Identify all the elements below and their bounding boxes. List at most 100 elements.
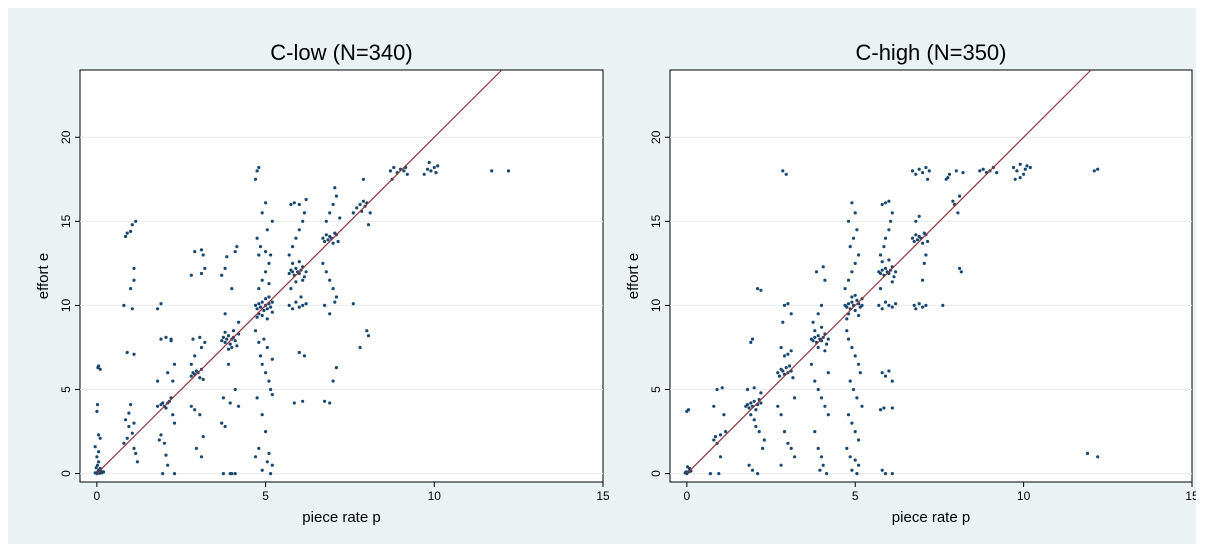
data-point: [793, 396, 797, 400]
data-point: [811, 339, 815, 343]
data-point: [172, 362, 177, 366]
data-point: [294, 236, 298, 240]
data-point: [260, 211, 264, 215]
data-point: [926, 239, 930, 244]
data-point: [890, 305, 894, 309]
y-tick-label: 20: [59, 130, 73, 144]
data-point: [365, 329, 369, 333]
data-point: [826, 413, 830, 417]
data-point: [759, 391, 763, 395]
data-point: [199, 271, 204, 276]
data-point: [926, 177, 930, 181]
data-point: [301, 303, 305, 307]
data-point: [880, 468, 884, 472]
data-point: [260, 313, 264, 318]
data-point: [331, 241, 335, 245]
data-point: [425, 167, 430, 171]
data-point: [878, 271, 883, 276]
data-point: [924, 165, 928, 170]
data-point: [686, 408, 691, 412]
gridlines: [80, 136, 603, 475]
data-point: [850, 295, 854, 299]
data-point: [201, 435, 205, 439]
data-point: [255, 236, 259, 240]
data-point: [816, 387, 820, 392]
data-point: [94, 466, 98, 470]
data-point: [134, 219, 138, 223]
data-point: [717, 472, 721, 476]
data-point: [361, 199, 365, 203]
data-point: [328, 278, 332, 282]
data-point: [262, 337, 266, 341]
data-point: [257, 446, 261, 450]
data-point: [724, 430, 728, 434]
data-point: [858, 371, 862, 375]
data-point: [429, 169, 433, 173]
data-point: [823, 349, 827, 353]
data-point: [255, 307, 259, 311]
data-point: [291, 245, 295, 249]
data-point: [887, 303, 891, 307]
data-point: [809, 362, 814, 366]
data-point: [781, 369, 785, 373]
data-point: [199, 248, 204, 252]
data-point: [816, 312, 820, 316]
data-point: [857, 253, 861, 257]
data-point: [269, 253, 273, 257]
data-point: [880, 371, 884, 375]
data-point: [294, 300, 298, 304]
data-point: [326, 238, 330, 242]
data-point: [269, 305, 273, 309]
data-point: [845, 329, 849, 333]
data-point: [226, 334, 231, 338]
data-point: [199, 345, 204, 350]
data-point: [816, 446, 820, 450]
data-point: [781, 320, 785, 324]
data-point: [924, 253, 928, 257]
x-tick-label: 15: [596, 489, 610, 503]
x-tick-label: 0: [94, 489, 101, 503]
data-point: [720, 386, 724, 390]
data-point: [819, 455, 824, 459]
data-point: [129, 229, 133, 233]
data-point: [745, 403, 750, 407]
data-point: [1015, 169, 1019, 173]
data-point: [752, 386, 756, 390]
data-point: [265, 307, 269, 311]
data-point: [402, 169, 406, 173]
data-point: [95, 455, 99, 459]
data-point: [892, 275, 896, 279]
data-point: [846, 278, 851, 282]
data-point: [786, 441, 790, 445]
data-point: [203, 340, 207, 344]
data-point: [754, 424, 758, 429]
panel-c-high: 0 5 10 15 0 5 10 15 20 C-high (N=350) piece rate…: [625, 40, 1199, 526]
data-point: [958, 266, 962, 270]
data-point: [220, 273, 224, 277]
data-point: [257, 302, 261, 306]
data-point: [270, 357, 274, 361]
data-point: [1018, 176, 1022, 180]
data-point: [233, 472, 237, 476]
data-point: [125, 436, 129, 440]
data-point: [887, 258, 891, 262]
data-point: [422, 172, 426, 176]
x-tick-label: 5: [262, 489, 269, 503]
plot-area: [79, 69, 604, 483]
data-point: [761, 446, 765, 450]
axis-ticks: 0 5 10 15 0 5 10 15 20: [59, 130, 610, 503]
data-point: [331, 202, 335, 207]
data-point: [97, 364, 101, 368]
data-point: [235, 245, 239, 249]
data-point: [776, 404, 780, 408]
data-point: [264, 270, 268, 274]
data-point: [921, 305, 925, 309]
reference-line: [96, 69, 503, 475]
data-point: [883, 300, 888, 304]
data-point: [253, 177, 258, 181]
data-point: [883, 236, 888, 240]
x-tick-label: 0: [683, 489, 690, 503]
data-point: [878, 408, 883, 412]
data-point: [752, 399, 756, 403]
data-point: [915, 238, 920, 242]
